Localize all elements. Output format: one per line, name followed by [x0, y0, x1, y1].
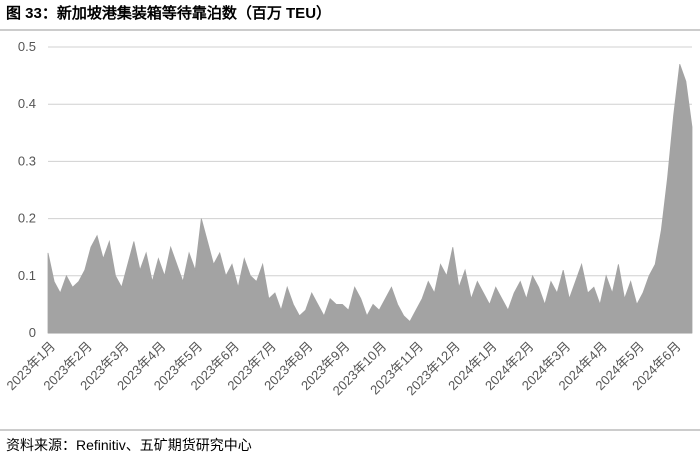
y-tick-label: 0	[29, 325, 36, 340]
y-tick-label: 0.2	[18, 211, 36, 226]
y-tick-label: 0.1	[18, 268, 36, 283]
y-tick-label: 0.5	[18, 39, 36, 54]
source: 资料来源：Refinitiv、五矿期货研究中心	[6, 437, 252, 453]
area	[47, 64, 693, 334]
y-tick-label: 0.4	[18, 96, 36, 111]
y-tick-label: 0.3	[18, 153, 36, 168]
chart-title: 图 33：新加坡港集装箱等待靠泊数（百万 TEU）	[6, 4, 331, 22]
